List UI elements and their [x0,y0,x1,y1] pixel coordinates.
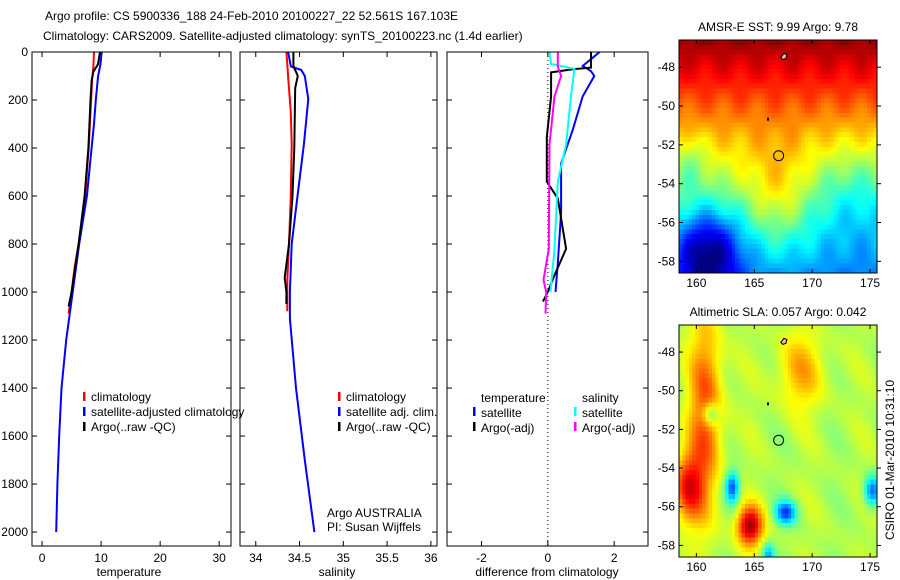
map-y-tick-label: -48 [658,60,676,74]
series-line-argo-raw-qc- [67,51,101,307]
legend-label: Argo(-adj) [481,421,534,435]
map-frame [678,324,878,558]
x-tick-label: 35.5 [375,551,399,565]
legend-swatch [338,407,341,416]
map-y-tick-label: -52 [658,138,676,152]
series-line-satellite-adj-clim- [287,51,316,533]
legend-label: satellite [481,406,522,420]
series-line-satellite-adjusted-climatology [55,51,103,533]
x-tick-label: 36 [424,551,438,565]
y-tick-label: 1600 [1,429,28,443]
series-line-temperature-satellite [554,51,601,293]
x-tick-label: 35 [337,551,351,565]
sst-map-image [679,40,877,273]
figure-title-line1: Argo profile: CS 5900336_188 24-Feb-2010… [45,9,458,23]
y-tick-label: 400 [8,141,28,155]
series-line-temperature-argo-adj- [542,52,592,303]
legend-swatch [83,392,86,401]
map-x-tick-label: 165 [744,560,764,574]
map-y-tick-label: -56 [658,500,676,514]
float-position-marker [773,434,785,446]
plot-frame [31,51,232,547]
map-y-tick-label: -58 [658,254,676,268]
y-tick-label: 2000 [1,525,28,539]
map-y-tick-label: -52 [658,422,676,436]
map-x-tick-label: 170 [802,276,822,290]
y-tick-label: 1000 [1,285,28,299]
timestamp-stamp: CSIRO 01-Mar-2010 10:31:10 [883,380,897,540]
series-line-salinity-satellite [548,51,576,293]
series-line-argo-raw-qc- [283,52,299,304]
legend-label: climatology [346,390,406,404]
legend-swatch [473,422,476,431]
map-y-tick-label: -58 [658,538,676,552]
y-tick-label: 1200 [1,333,28,347]
y-tick-label: 600 [8,189,28,203]
map-y-tick-label: -54 [658,177,676,191]
legend-label: satellite [582,406,623,420]
x-tick-label: 20 [153,551,167,565]
legend-header: temperature [481,391,546,405]
series-line-salinity-argo-adj- [542,52,563,314]
map-title: AMSR-E SST: 9.99 Argo: 9.78 [698,20,858,34]
map-y-tick-label: -48 [658,345,676,359]
map-y-tick-label: -56 [658,216,676,230]
map-x-tick-label: 165 [744,276,764,290]
map-x-tick-label: 175 [860,276,880,290]
legend-label: Argo(..raw -QC) [346,420,431,434]
x-axis-label: salinity [319,565,356,579]
y-tick-label: 0 [21,45,28,59]
legend-label: satellite adj. clim. [346,405,437,419]
map-frame [678,39,878,274]
legend-swatch [338,422,341,431]
x-axis-label: difference from climatology [475,565,618,579]
plot-frame [446,51,649,547]
x-tick-label: 10 [94,551,108,565]
float-position-marker [773,150,785,162]
map-x-tick-label: 175 [860,560,880,574]
map-y-tick-label: -54 [658,461,676,475]
x-tick-label: -2 [476,551,487,565]
legend-label: satellite-adjusted climatology [91,405,244,419]
legend-label: climatology [91,390,151,404]
x-tick-label: 0 [39,551,46,565]
island-shape [780,52,788,61]
legend-swatch [473,407,476,416]
map-y-tick-label: -50 [658,99,676,113]
y-tick-label: 800 [8,237,28,251]
credit-agency: Argo AUSTRALIA [327,506,422,520]
map-x-tick-label: 160 [686,560,706,574]
island-shape [767,117,769,121]
x-tick-label: 34.5 [288,551,312,565]
legend-label: Argo(..raw -QC) [91,420,176,434]
map-x-tick-label: 170 [802,560,822,574]
plot-frame [239,51,438,547]
y-tick-label: 200 [8,93,28,107]
legend-label: Argo(-adj) [582,421,635,435]
series-line-climatology [285,51,293,312]
map-title: Altimetric SLA: 0.057 Argo: 0.042 [690,305,867,319]
map-y-tick-label: -50 [658,384,676,398]
island-shape [780,337,788,345]
map-x-tick-label: 160 [686,276,706,290]
legend-swatch [574,407,577,416]
y-tick-label: 1800 [1,477,28,491]
x-tick-label: 0 [544,551,551,565]
figure-title-line2: Climatology: CARS2009. Satellite-adjuste… [43,29,523,43]
credit-pi: PI: Susan Wijffels [327,520,421,534]
x-axis-label: temperature [97,565,162,579]
island-shape [767,402,769,406]
legend-swatch [338,392,341,401]
legend-swatch [574,422,577,431]
legend-header: salinity [582,391,619,405]
x-tick-label: 34 [249,551,263,565]
x-tick-label: 2 [611,551,618,565]
y-tick-label: 1400 [1,381,28,395]
legend-swatch [83,407,86,416]
x-tick-label: 30 [213,551,227,565]
legend-swatch [83,422,86,431]
sla-map-image [679,325,877,557]
